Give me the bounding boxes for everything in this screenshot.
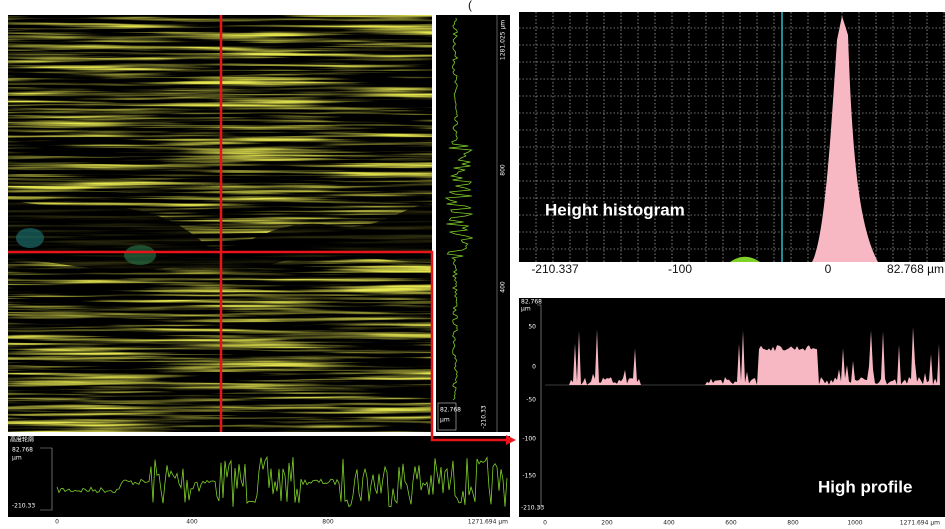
- profile-title: 高度轮廓: [10, 436, 34, 444]
- histogram-x-tick: -210.337: [531, 262, 579, 276]
- hp-y-tick: -50: [526, 397, 536, 404]
- hp-x-tick: 0: [543, 520, 547, 527]
- green-spot: [124, 245, 156, 265]
- page: ( 1281.025 µm 800 400 -210.33 82.768 µm …: [0, 0, 945, 529]
- hp-y-tick: 0: [532, 364, 536, 371]
- panel-label: (: [468, 0, 472, 12]
- profile-x-tick: 0: [55, 519, 59, 526]
- high-profile-label: High profile: [818, 477, 912, 496]
- profile-x-tick: 800: [322, 519, 334, 526]
- profile-y-max: 82.768: [12, 447, 33, 454]
- hp-x-tick: 600: [725, 520, 737, 527]
- histogram-x-tick: 82.768 µm: [887, 262, 944, 276]
- screen: ( 1281.025 µm 800 400 -210.33 82.768 µm …: [0, 0, 945, 529]
- profile-y-min: -210.33: [12, 503, 35, 510]
- hp-x-tick: 1000: [847, 520, 862, 527]
- histogram-x-tick: -100: [668, 262, 692, 276]
- axis-top-label: 1281.025 µm: [500, 20, 507, 60]
- hp-x-tick: 400: [663, 520, 675, 527]
- hp-x-tick: 800: [787, 520, 799, 527]
- hp-y-min: -210.33: [521, 505, 544, 512]
- hp-y-tick: -150: [522, 473, 536, 480]
- scale-value: 82.768: [440, 407, 461, 414]
- axis-tick: 400: [500, 281, 507, 293]
- hp-x-tick: 1271.694 µm: [900, 520, 940, 527]
- axis-tick: 800: [500, 164, 507, 176]
- height-profile-panel: [8, 436, 510, 517]
- hp-y-tick: -100: [522, 436, 536, 443]
- vertical-profile-panel: [436, 15, 510, 432]
- profile-x-tick: 400: [186, 519, 198, 526]
- hp-y-unit: µm: [521, 306, 531, 313]
- blue-spot: [16, 228, 44, 248]
- hp-x-tick: 200: [601, 520, 613, 527]
- profile-x-tick: 1271.694 µm: [468, 519, 508, 526]
- histogram-x-tick: 0: [825, 262, 832, 276]
- histogram-label: Height histogram: [545, 200, 685, 219]
- histogram-panel: [519, 12, 945, 262]
- arrow-head: [506, 435, 516, 445]
- profile-y-unit: µm: [12, 455, 22, 462]
- scale-unit: µm: [440, 417, 450, 424]
- hp-x-ticks: 0 200 400 600 800 1000 1271.694 µm: [543, 520, 940, 527]
- hp-y-tick: 50: [528, 324, 536, 331]
- hp-y-max: 82.768: [521, 299, 542, 306]
- axis-bottom-label: -210.33: [481, 405, 488, 428]
